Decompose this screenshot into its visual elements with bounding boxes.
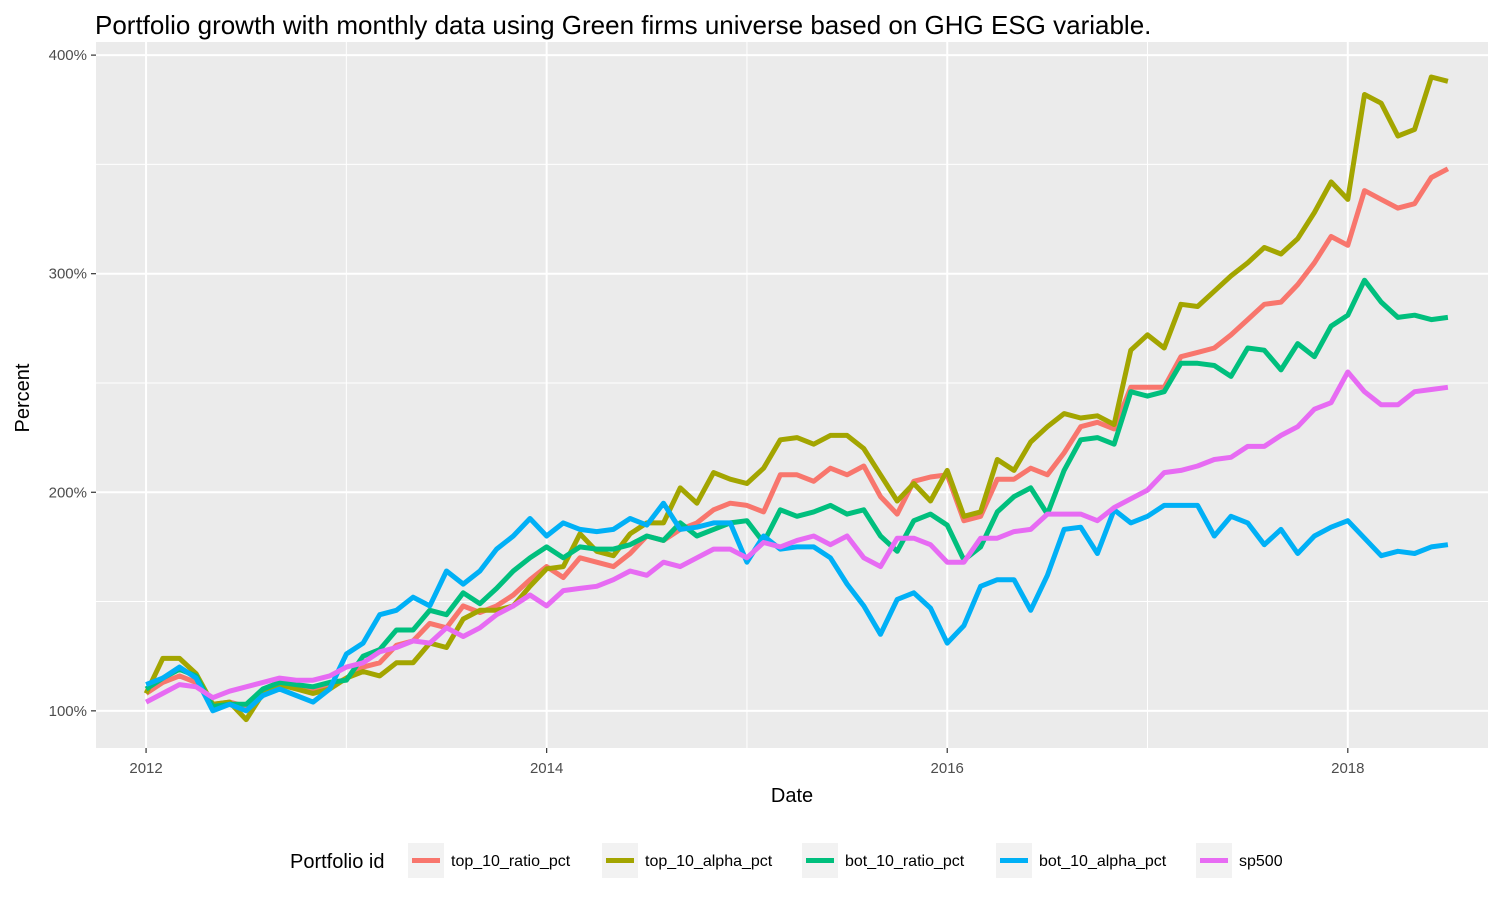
plot-panel: [96, 42, 1488, 748]
series-line-bot_10_alpha_pct: [145, 500, 1449, 714]
y-tick-label: 400%: [49, 47, 87, 64]
legend-label-top_10_alpha_pct: top_10_alpha_pct: [645, 853, 773, 870]
series-line-top_10_alpha_pct: [143, 74, 1449, 723]
x-axis-title: Date: [771, 785, 813, 807]
y-tick-label: 300%: [49, 266, 87, 283]
legend-label-sp500: sp500: [1239, 853, 1283, 870]
series-line-sp500: [144, 369, 1449, 705]
axis-layer: 2012 2014 2016 2018 100% 200% 300% 400%: [49, 47, 1365, 777]
legend-label-bot_10_alpha_pct: bot_10_alpha_pct: [1039, 853, 1167, 870]
x-tick-label: 2014: [530, 760, 563, 777]
y-axis-title: Percent: [12, 363, 34, 432]
y-tick-label: 200%: [49, 484, 87, 501]
grid-minor: [96, 42, 1488, 748]
series-line-top_10_ratio_pct: [144, 166, 1450, 709]
legend-label-top_10_ratio_pct: top_10_ratio_pct: [451, 853, 571, 870]
x-tick-label: 2018: [1331, 760, 1364, 777]
chart-title: Portfolio growth with monthly data using…: [95, 10, 1151, 40]
legend-label-bot_10_ratio_pct: bot_10_ratio_pct: [845, 853, 965, 870]
legend-title: Portfolio id: [290, 851, 385, 873]
x-tick-label: 2012: [129, 760, 162, 777]
grid-major: [96, 42, 1488, 748]
series-layer: [143, 74, 1450, 723]
x-tick-label: 2016: [931, 760, 964, 777]
legend: top_10_ratio_pct top_10_alpha_pct bot_10_r…: [408, 843, 1283, 878]
y-tick-label: 100%: [49, 703, 87, 720]
series-line-bot_10_ratio_pct: [144, 277, 1449, 709]
